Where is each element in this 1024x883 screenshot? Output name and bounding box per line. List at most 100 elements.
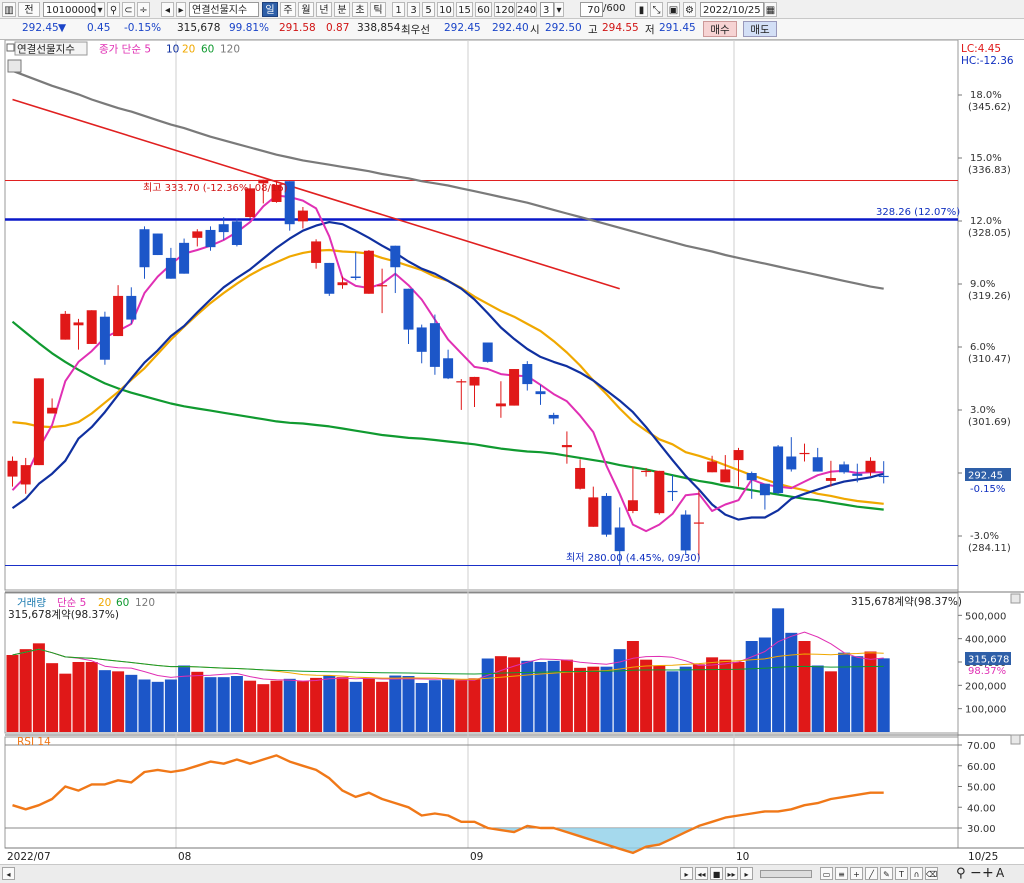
volume-bar [706,657,719,732]
interval-120[interactable]: 120 [494,2,515,17]
scroll-stop-icon[interactable]: ■ [710,867,723,880]
zoom-icon[interactable]: ⤡ [650,2,663,17]
volume-bar [824,671,837,732]
scroll-rewind-icon[interactable]: ◂◂ [695,867,708,880]
rsi-title: RSI 14 [17,736,51,748]
rsi-axis-label: 40.00 [967,803,996,814]
next-icon[interactable]: ▸ [176,2,186,17]
interval-custom[interactable]: 3 [540,2,554,17]
interval-dropdown-icon[interactable]: ▾ [554,2,564,17]
volume-bar [323,675,336,732]
name-field[interactable]: 연결선물지수 [189,2,259,17]
grid-toggle-icon[interactable] [7,59,22,73]
count-input[interactable]: 70 [580,2,603,17]
volume-bar [151,681,164,732]
interval-60[interactable]: 60 [475,2,492,17]
interval-15[interactable]: 15 [456,2,473,17]
period-day-tab[interactable]: 일 [262,2,278,17]
candle-body [245,188,256,218]
candle-body [284,181,295,225]
volume-bar [164,679,177,732]
period-tick-tab[interactable]: 틱 [370,2,386,17]
volume-bar [877,658,890,732]
line-tool-icon[interactable]: ╱ [865,867,878,880]
period-week-tab[interactable]: 주 [280,2,296,17]
gear-icon[interactable]: ⚙ [683,2,696,17]
candle-body [311,241,322,263]
bar-chart-icon[interactable]: ▮ [635,2,648,17]
x-axis-label: 08 [178,851,191,863]
magnet-icon[interactable]: ∩ [910,867,923,880]
volume-bar [811,665,824,732]
draw-icon[interactable]: ✎ [880,867,893,880]
period-minute-tab[interactable]: 분 [334,2,350,17]
ruler-icon[interactable]: ≡ [835,867,848,880]
prev-icon[interactable]: ◂ [161,2,174,17]
volume-bar [244,680,257,732]
scroll-thumb[interactable] [760,870,812,878]
rsi-axis-label: 30.00 [967,824,996,835]
candle-body [258,179,269,184]
quote-change: 0.45 [87,22,111,34]
best-label: 최우선 [401,24,430,36]
series-name-box[interactable] [14,41,88,56]
buy-button[interactable]: 매수 [703,21,737,37]
calendar-icon[interactable]: ▦ [764,2,777,17]
scroll-forward-icon[interactable]: ▸▸ [725,867,738,880]
chart-area[interactable]: 2022/07 08 09 10 10/25 18.0%(345.62) 15.0%(336… [0,40,1024,864]
ma10-line [11,221,884,521]
market-button[interactable]: 전 [18,2,40,17]
save-icon[interactable]: ▣ [667,2,680,17]
candle-body [20,465,31,485]
interval-10[interactable]: 10 [437,2,454,17]
candle-body [825,478,836,481]
sell-button[interactable]: 매도 [743,21,777,37]
candle-body [852,473,863,476]
search-icon[interactable]: ⚲ [107,2,120,17]
interval-5[interactable]: 5 [422,2,435,17]
zoom-in-icon[interactable]: + [982,865,994,881]
volume-ma60-label: 60 [116,597,129,609]
volume-ma20-label: 20 [98,597,111,609]
volume-bar [376,681,389,732]
volume-sub-label: 315,678계약(98.37%) [8,609,119,621]
volume-bar [336,677,349,732]
period-second-tab[interactable]: 초 [352,2,368,17]
volume-bar [508,657,521,732]
current-price-box [965,468,1011,481]
interval-1[interactable]: 1 [392,2,405,17]
period-month-tab[interactable]: 월 [298,2,314,17]
quote-price: 292.45 [22,22,59,34]
scroll-right-icon[interactable]: ▸ [740,867,753,880]
font-size-icon[interactable]: A [996,866,1005,880]
interval-3[interactable]: 3 [407,2,420,17]
interval-240[interactable]: 240 [516,2,537,17]
scroll-left-icon[interactable]: ◂ [2,867,15,880]
candle-body [693,522,704,524]
bottom-scrollbar[interactable]: ◂ ▸ ◂◂ ■ ▸▸ ▸ ▭ ≡ + ╱ ✎ T ∩ ⌫ ⚲ − + A [0,864,1024,883]
rsi-panel-menu-icon[interactable] [1010,734,1021,745]
zoom-search-icon[interactable]: ⚲ [956,866,966,881]
volume-bar [98,670,111,732]
date-input[interactable]: 2022/10/25 [700,2,764,17]
hc-label: HC:-12.36 [961,55,1014,67]
eraser-icon[interactable]: ⌫ [925,867,938,880]
cursor-icon[interactable]: ⊂ [122,2,135,17]
code-input[interactable]: 10100000 [43,2,97,17]
period-icon[interactable]: ▭ [820,867,833,880]
scroll-play-icon[interactable]: ▸ [680,867,693,880]
period-year-tab[interactable]: 년 [316,2,332,17]
panel-collapse-icon[interactable] [6,43,15,52]
layout-icon[interactable]: ▥ [2,2,16,17]
volume-bar [125,674,138,732]
candle-body [746,473,757,481]
volume-axis-label: 400,000 [965,635,1006,646]
volume-bar [230,676,243,732]
text-tool-icon[interactable]: T [895,867,908,880]
zoom-out-icon[interactable]: − [970,865,982,881]
code-dropdown-icon[interactable]: ▾ [95,2,105,17]
crosshair-icon[interactable]: + [850,867,863,880]
swap-icon[interactable]: ÷ [137,2,150,17]
volume-panel-menu-icon[interactable] [1010,593,1021,604]
ma120-label: 120 [220,44,240,56]
